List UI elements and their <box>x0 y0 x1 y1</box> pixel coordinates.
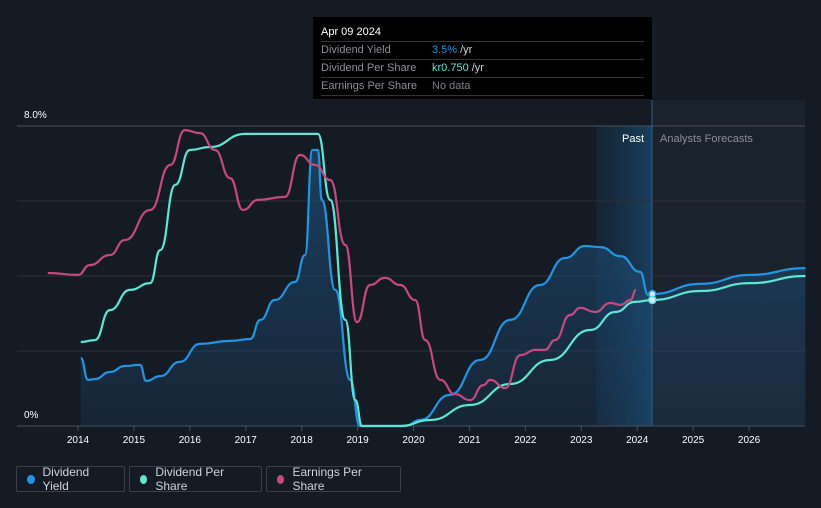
earnings-per-share-line <box>47 129 637 402</box>
tooltip-value: No data <box>432 80 471 92</box>
legend-label: Dividend Yield <box>42 465 90 493</box>
legend-label: Earnings Per Share <box>292 465 362 493</box>
tooltip-date: Apr 09 2024 <box>321 23 644 42</box>
dividend-yield-line <box>79 148 806 428</box>
legend: Dividend Yield Dividend Per Share Earnin… <box>16 465 401 493</box>
legend-earnings-per-share[interactable]: Earnings Per Share <box>266 465 401 493</box>
tooltip: Apr 09 2024 Dividend Yield 3.5%/yr Divide… <box>313 17 652 99</box>
x-tick-label: 2023 <box>570 435 593 446</box>
x-tick-label: 2020 <box>402 435 425 446</box>
x-tick-label: 2025 <box>682 435 705 446</box>
x-tick-label: 2026 <box>738 435 761 446</box>
x-tick-label: 2024 <box>626 435 649 446</box>
legend-dot-icon <box>277 474 285 484</box>
legend-dividend-per-share[interactable]: Dividend Per Share <box>129 465 262 493</box>
x-tick-label: 2018 <box>291 435 314 446</box>
tooltip-value: kr0.750 <box>432 62 469 74</box>
tooltip-row-eps: Earnings Per Share No data <box>321 78 644 96</box>
x-tick-label: 2019 <box>346 435 369 446</box>
legend-label: Dividend Per Share <box>155 465 225 493</box>
y-label-min: 0% <box>24 410 39 421</box>
tooltip-label: Earnings Per Share <box>321 80 417 92</box>
dividend-per-share-line <box>80 132 806 428</box>
tooltip-label: Dividend Per Share <box>321 62 417 74</box>
tooltip-value: 3.5% <box>432 44 458 56</box>
y-label-max: 8.0% <box>24 110 47 121</box>
hover-marker <box>648 295 657 305</box>
dividend-yield-area <box>80 150 806 426</box>
tooltip-label: Dividend Yield <box>321 44 391 56</box>
x-tick-label: 2017 <box>235 435 258 446</box>
tooltip-row-dps: Dividend Per Share kr0.750/yr <box>321 60 644 78</box>
legend-dot-icon <box>140 474 148 484</box>
x-tick-label: 2021 <box>458 435 481 446</box>
tooltip-unit: /yr <box>471 62 484 74</box>
tooltip-row-yield: Dividend Yield 3.5%/yr <box>321 42 644 60</box>
x-tick-label: 2022 <box>514 435 537 446</box>
x-tick-label: 2016 <box>179 435 202 446</box>
x-tick-label: 2014 <box>67 435 90 446</box>
forecast-label: Analysts Forecasts <box>660 133 753 145</box>
x-tick-label: 2015 <box>123 435 146 446</box>
past-label: Past <box>622 133 644 145</box>
tooltip-unit: /yr <box>460 44 473 56</box>
legend-dividend-yield[interactable]: Dividend Yield <box>16 465 125 493</box>
legend-dot-icon <box>27 474 35 484</box>
